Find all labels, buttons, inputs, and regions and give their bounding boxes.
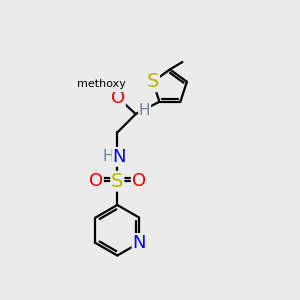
Text: O: O — [111, 89, 125, 107]
Text: methoxy: methoxy — [77, 79, 126, 89]
Text: H: H — [103, 149, 114, 164]
Text: methoxy: methoxy — [79, 79, 130, 92]
Text: N: N — [112, 148, 126, 166]
Text: S: S — [111, 172, 124, 191]
Text: O: O — [89, 172, 103, 190]
Text: methoxy: methoxy — [82, 74, 124, 83]
Text: H: H — [139, 103, 150, 118]
Text: N: N — [132, 234, 146, 252]
Text: O: O — [132, 172, 146, 190]
Text: S: S — [147, 72, 159, 91]
